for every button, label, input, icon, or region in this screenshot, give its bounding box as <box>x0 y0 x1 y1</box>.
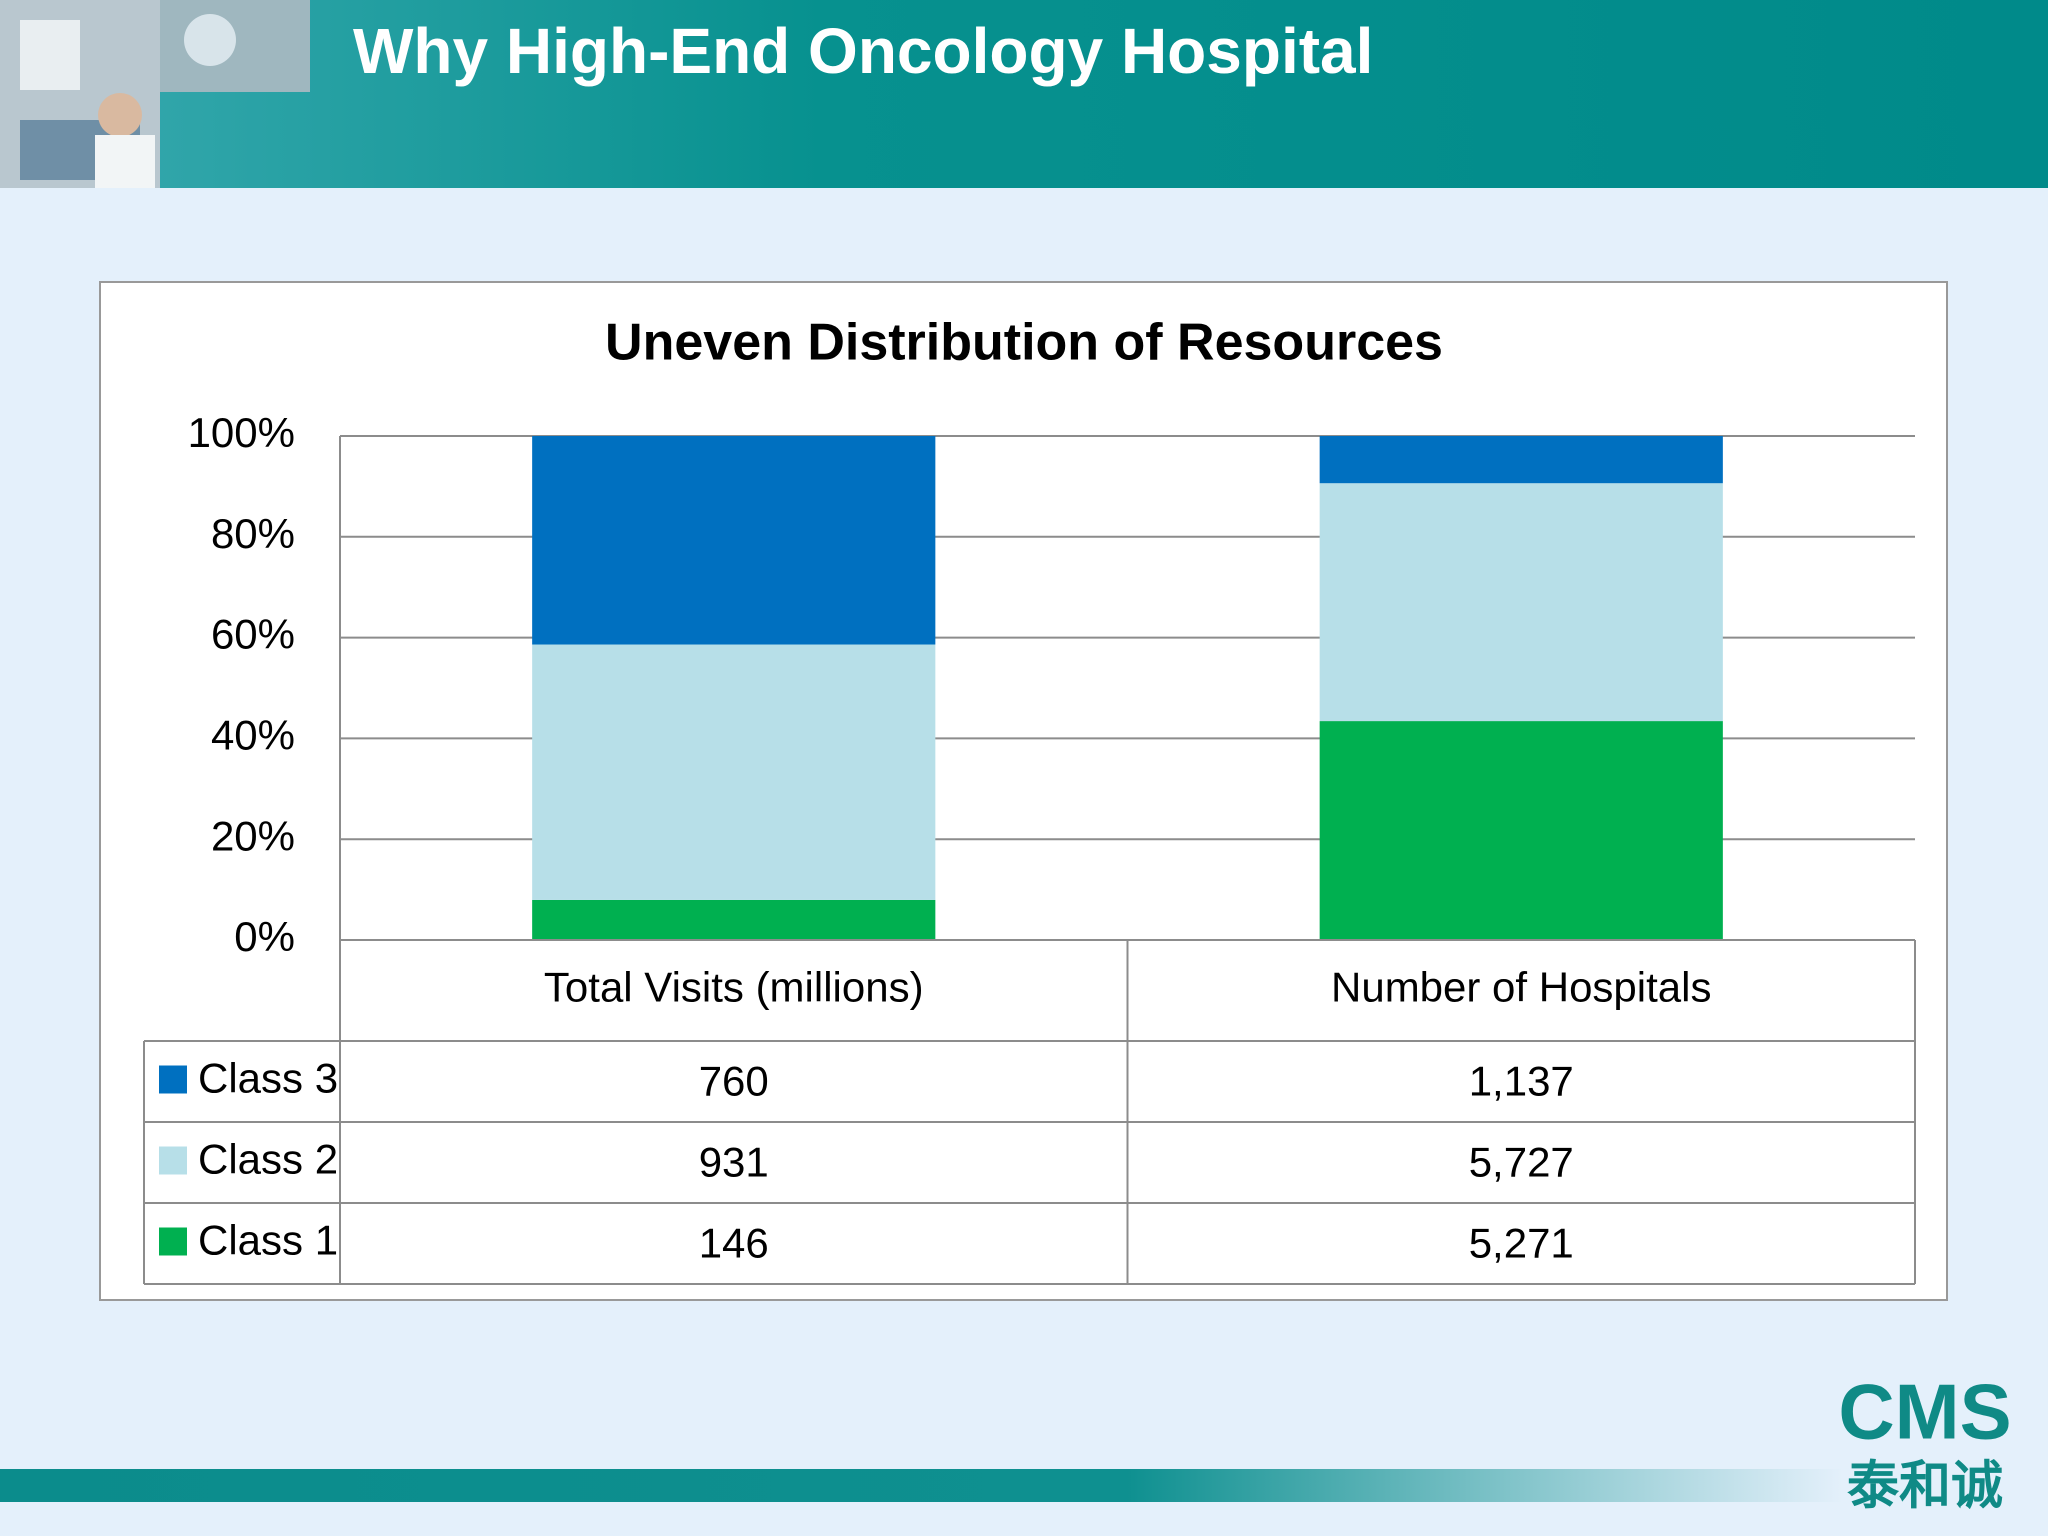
slide-title: Why High-End Oncology Hospital <box>353 15 1373 87</box>
bar-segment <box>532 644 936 900</box>
chart-title: Uneven Distribution of Resources <box>605 314 1443 372</box>
header-band <box>0 0 2048 188</box>
y-tick-label: 40% <box>211 711 295 758</box>
y-tick-label: 60% <box>211 611 295 658</box>
legend-swatch <box>159 1227 187 1256</box>
table-value: 1,137 <box>1469 1058 1574 1105</box>
bar-segment <box>1319 436 1723 484</box>
x-category-label: Number of Hospitals <box>1331 964 1711 1011</box>
bar-segment <box>1319 721 1723 940</box>
legend-label: Class 2 <box>198 1136 338 1183</box>
bar-segment <box>532 899 936 940</box>
table-value: 5,271 <box>1469 1220 1574 1267</box>
legend-swatch <box>159 1146 187 1175</box>
logo-subtitle: 泰和诚 <box>1847 1458 2003 1516</box>
y-tick-label: 20% <box>211 812 295 859</box>
y-tick-label: 80% <box>211 510 295 557</box>
logo-name: CMS <box>1838 1368 2011 1456</box>
legend-label: Class 3 <box>198 1055 338 1102</box>
y-tick-label: 100% <box>188 409 295 456</box>
bar-segment <box>532 436 936 645</box>
table-value: 146 <box>699 1220 769 1267</box>
legend-label: Class 1 <box>198 1217 338 1264</box>
bar-segment <box>1319 483 1723 722</box>
footer-band <box>0 1469 2048 1502</box>
table-value: 5,727 <box>1469 1139 1574 1186</box>
table-value: 760 <box>699 1058 769 1105</box>
legend-swatch <box>159 1065 187 1094</box>
y-tick-label: 0% <box>234 913 295 960</box>
table-value: 931 <box>699 1139 769 1186</box>
x-category-label: Total Visits (millions) <box>544 964 924 1011</box>
header-photo <box>0 0 310 188</box>
